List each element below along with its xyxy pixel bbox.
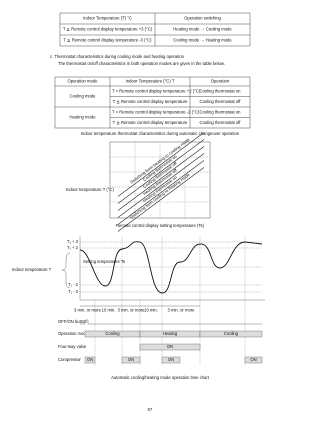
table-cell: T > Remote control display temperature +… (112, 88, 201, 93)
chart-title: Indoor temperature thermostat characteri… (81, 131, 240, 136)
table-border (54, 76, 251, 129)
compressor-label: ON (250, 357, 256, 362)
table-cell: Cooling mode → Heating mode (173, 38, 232, 43)
level-label: T₁ + 2 (67, 245, 79, 250)
page: {"switch_table":{"header":["Indoor Tempe… (12, 12, 265, 413)
interval-label: 3 min. or more (118, 308, 146, 313)
document: Indoor Temperature (T) °C Operation switc… (12, 12, 265, 412)
level-label: T₁ + 3 (67, 239, 79, 244)
mode-bar (199, 330, 263, 338)
table-cell: Cooling thermostat on (200, 88, 242, 93)
characteristic-line (117, 153, 205, 218)
row-label: Operation mode (58, 331, 89, 336)
table-cell: Heating mode → Cooling mode (173, 27, 232, 32)
table-header: Operation mode (67, 79, 98, 84)
table-header: Operation switching (184, 16, 221, 21)
table-cell: Cooling mode (70, 94, 97, 99)
interval-label: 10 min. (102, 308, 116, 313)
axis-label: Indoor temperature T (°C) (66, 187, 114, 192)
mode-label: Cooling (105, 331, 120, 336)
indoor-label: Indoor temperature T (12, 267, 52, 272)
row-label: Compressor (58, 357, 81, 362)
section-heading: c. Thermostat characteristics during coo… (50, 54, 185, 59)
brace (61, 252, 71, 289)
table-cell: T ≦ Remote control display temperature -… (63, 38, 152, 43)
table-cell: T ≦ Remote control display temperature (113, 99, 188, 104)
characteristic-line (117, 167, 205, 232)
paragraph: The thermostat on/off characteristics in… (58, 61, 225, 66)
valve-bar (139, 343, 201, 351)
caption: Automatic cooling/heating mode operation… (111, 375, 210, 380)
characteristic-line (117, 146, 205, 211)
guide-lines (94, 236, 246, 365)
characteristic-line (117, 139, 205, 204)
table-header: Indoor Temperature (°C) T (126, 79, 175, 84)
characteristic-line (117, 132, 205, 197)
table-cell: T ≧ Remote control display temperature (113, 120, 188, 125)
characteristic-line (117, 160, 205, 225)
axis-label: Remote control display setting temperatu… (116, 223, 205, 228)
table-header: Indoor Temperature (T) °C (83, 16, 132, 21)
table-cell: T ≧ Remote control display temperature +… (63, 27, 153, 32)
table-header: Operation (211, 79, 230, 84)
compressor-label: ON (168, 357, 174, 362)
compressor-bar (244, 356, 263, 364)
table-cell: T < Remote control display temperature -… (112, 109, 200, 114)
table-cell: Cooling thermostat on (200, 109, 242, 114)
compressor-label: ON (128, 357, 134, 362)
row-label: OFF/ON button (58, 319, 87, 324)
mode-label: Heating (163, 331, 178, 336)
page-number: 67 (148, 407, 153, 412)
setting-label: Setting temperature Ts (83, 259, 125, 264)
interval-label: 10 min. (144, 308, 158, 313)
interval-label: 3 min. or more (74, 308, 102, 313)
temperature-curve (79, 241, 263, 294)
valve-label: ON (167, 344, 173, 349)
compressor-label: ON (87, 357, 93, 362)
table-cell: Cooling thermostat off (200, 99, 242, 104)
level-label: T₁ - 3 (68, 289, 79, 294)
compressor-bar (121, 356, 141, 364)
interval-label: 3 min. or more (168, 308, 196, 313)
table-cell: Heating mode (69, 115, 96, 120)
table-cell: Cooling thermostat off (200, 120, 242, 125)
row-label: Four-way valve (58, 344, 87, 349)
mode-label: Cooling (224, 331, 239, 336)
chart-grid (110, 142, 210, 218)
level-label: T₁ - 2 (68, 282, 79, 287)
button-signal (80, 319, 262, 325)
compressor-bar (84, 356, 96, 364)
compressor-bar (161, 356, 181, 364)
